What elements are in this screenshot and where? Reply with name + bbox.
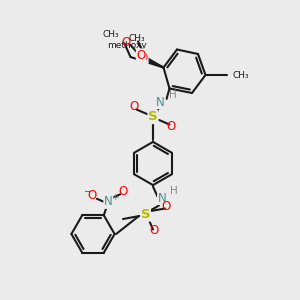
- Text: O: O: [122, 35, 130, 49]
- Text: O: O: [129, 100, 138, 113]
- Text: H: H: [170, 185, 178, 196]
- Text: N: N: [156, 95, 165, 109]
- Text: −: −: [83, 186, 91, 195]
- Text: methoxy: methoxy: [108, 40, 147, 50]
- Text: O: O: [150, 224, 159, 238]
- Text: O: O: [140, 53, 148, 64]
- Text: O: O: [119, 185, 128, 198]
- Text: CH₃: CH₃: [103, 30, 119, 39]
- Text: O: O: [167, 119, 176, 133]
- Text: +: +: [111, 193, 119, 202]
- Text: N: N: [158, 191, 166, 205]
- Text: O: O: [162, 200, 171, 214]
- Text: O: O: [136, 49, 146, 62]
- Text: CH₃: CH₃: [232, 70, 249, 80]
- Text: H: H: [169, 89, 176, 100]
- Text: S: S: [148, 110, 158, 124]
- Text: O: O: [87, 189, 96, 202]
- Text: N: N: [104, 195, 113, 208]
- Text: S: S: [141, 208, 150, 221]
- Text: CH₃: CH₃: [128, 34, 145, 43]
